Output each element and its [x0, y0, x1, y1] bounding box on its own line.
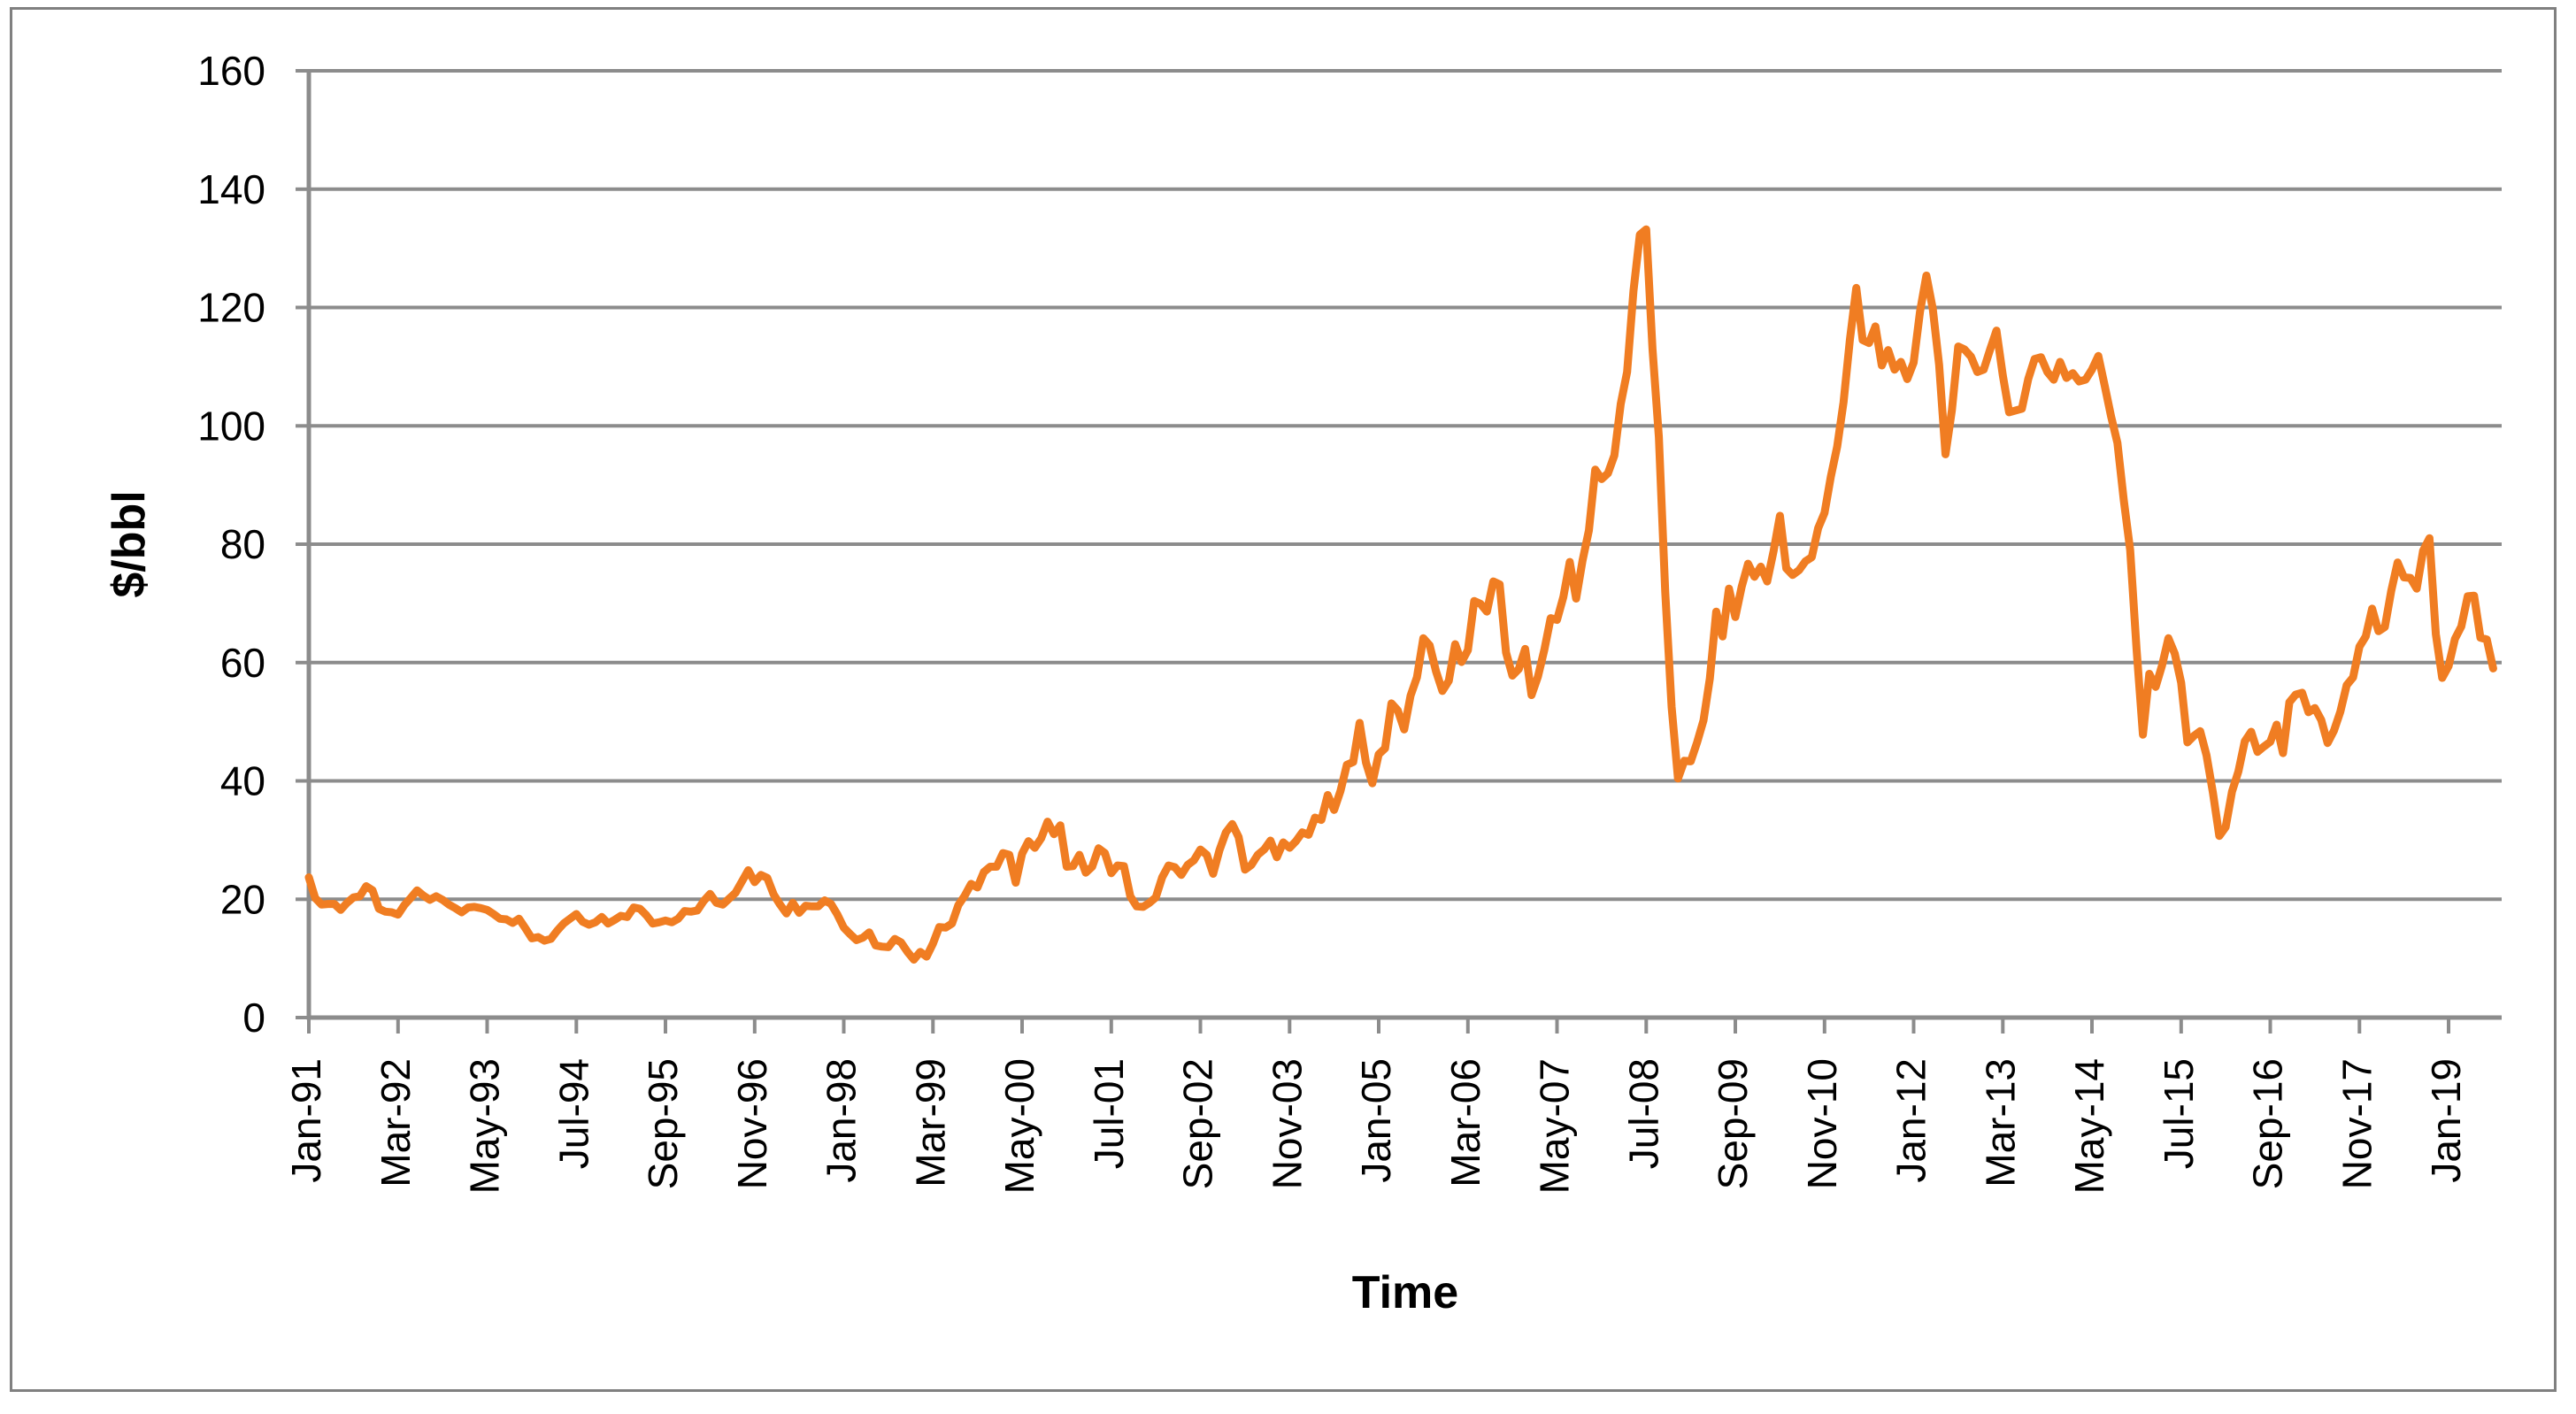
x-tick-label: Jul-94	[550, 1058, 596, 1169]
x-tick-label: Jan-19	[2423, 1058, 2469, 1183]
x-tick-label: Nov-03	[1264, 1058, 1310, 1189]
y-tick-label: 100	[197, 403, 265, 449]
x-axis	[306, 1015, 2502, 1034]
y-tick-label: 120	[197, 285, 265, 331]
x-tick-label: Mar-92	[373, 1058, 419, 1187]
x-tick-label: Jan-98	[819, 1058, 865, 1183]
x-tick-label: May-07	[1532, 1058, 1578, 1194]
price-line-series	[304, 225, 2497, 964]
x-tick-label: Jul-01	[1086, 1058, 1132, 1169]
gridlines	[309, 69, 2502, 902]
y-tick-label: 40	[220, 758, 265, 804]
y-axis-title: $/bbl	[104, 490, 155, 597]
y-tick-label: 0	[242, 995, 265, 1041]
x-tick-label: May-14	[2066, 1058, 2112, 1194]
x-tick-label: May-93	[462, 1058, 508, 1194]
chart-outer-border	[10, 7, 2557, 1392]
x-tick-label: Jan-12	[1888, 1058, 1934, 1183]
x-tick-label: Mar-06	[1442, 1058, 1488, 1187]
x-tick-label: Jul-15	[2156, 1058, 2202, 1169]
x-tick-label: Sep-09	[1710, 1058, 1756, 1189]
x-tick-label: Mar-13	[1977, 1058, 2023, 1187]
x-tick-label: Sep-16	[2245, 1058, 2291, 1189]
y-tick-label: 60	[220, 640, 265, 686]
y-tick-label: 80	[220, 521, 265, 567]
x-tick-label: Jan-05	[1353, 1058, 1399, 1183]
x-tick-label: Nov-10	[1799, 1058, 1845, 1189]
x-tick-labels: Jan-91 Mar-92 May-93 Jul-94 Sep-95 Nov-96 Jan-…	[283, 1058, 2469, 1194]
x-tick-label: Jul-08	[1620, 1058, 1666, 1169]
y-tick-labels: 0 20 40 60 80 100 120 140 160	[197, 48, 265, 1041]
x-tick-label: Sep-02	[1175, 1058, 1221, 1189]
x-tick-label: Nov-17	[2334, 1058, 2380, 1189]
x-tick-label: Sep-95	[640, 1058, 686, 1189]
y-tick-label: 20	[220, 876, 265, 922]
y-tick-label: 140	[197, 166, 265, 212]
y-tick-label: 160	[197, 48, 265, 94]
x-tick-label: May-00	[996, 1058, 1042, 1194]
x-axis-title: Time	[1352, 1267, 1458, 1318]
x-tick-label: Jan-91	[283, 1058, 329, 1183]
price-line	[304, 225, 2497, 964]
x-tick-label: Nov-96	[729, 1058, 775, 1189]
x-tick-label: Mar-99	[907, 1058, 953, 1187]
